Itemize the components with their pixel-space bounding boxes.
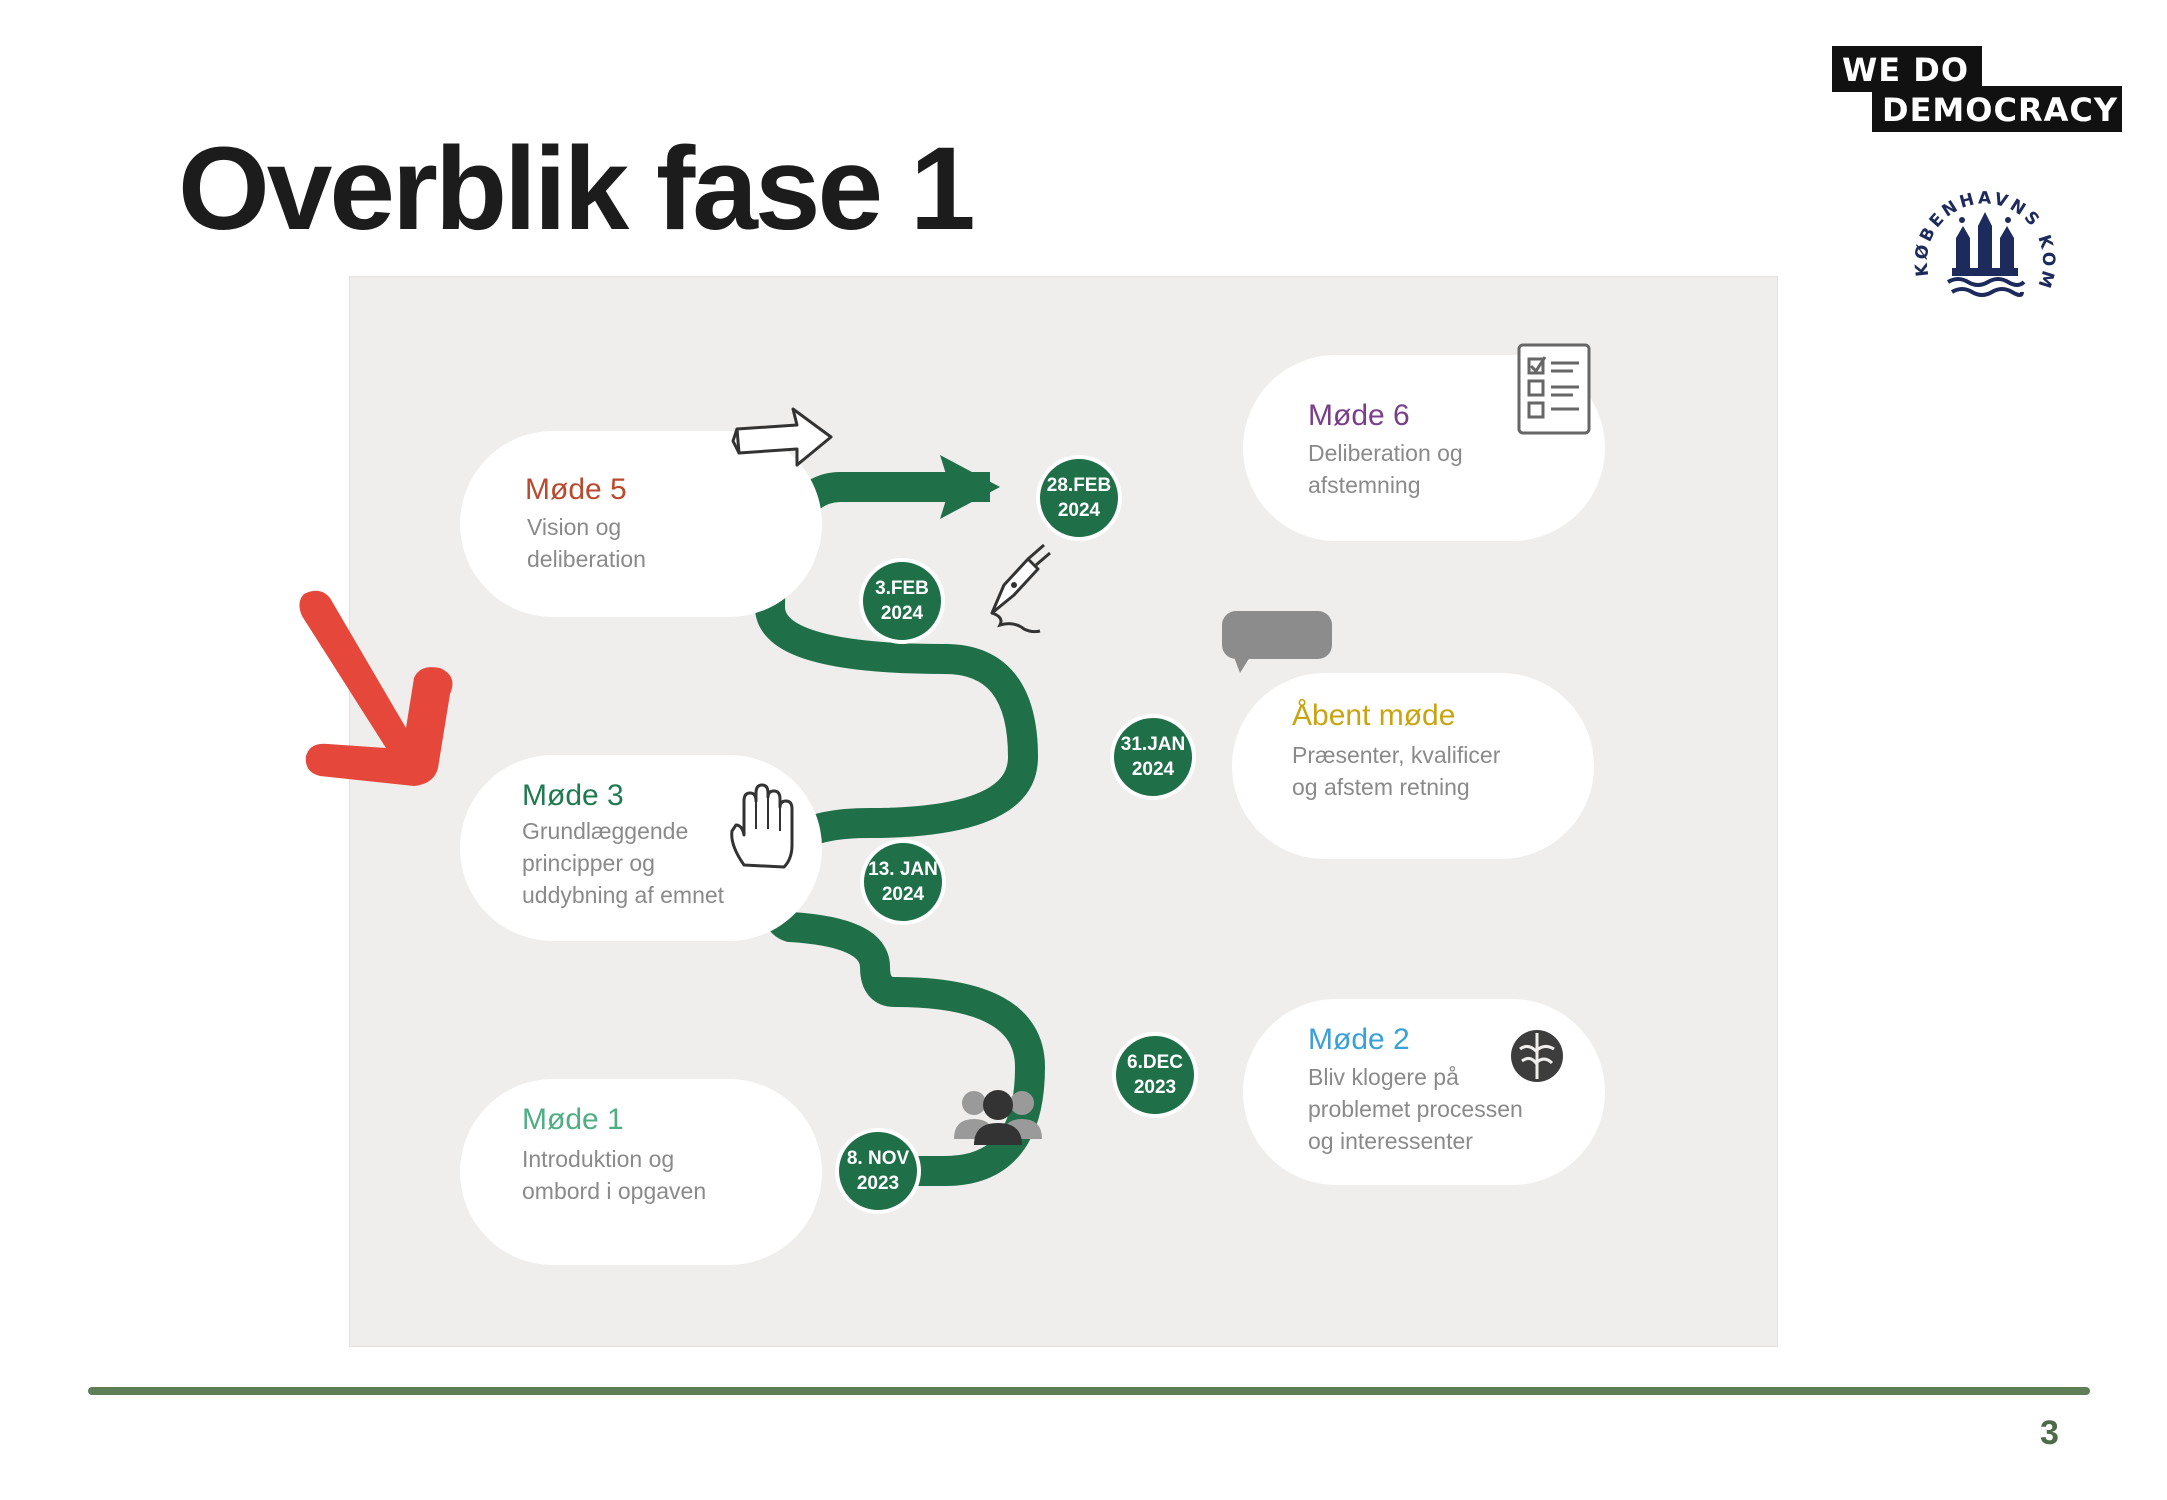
node-year: 2024 xyxy=(1057,500,1101,521)
timeline-node-8-nov: 8. NOV 2023 xyxy=(835,1128,921,1214)
speech-bubble-icon xyxy=(1222,611,1332,673)
card-desc: Introduktion og xyxy=(522,1146,675,1172)
timeline-path xyxy=(754,455,1046,1186)
footer-divider xyxy=(88,1387,2090,1395)
card-title: Åbent møde xyxy=(1292,699,1456,732)
page-number: 3 xyxy=(2040,1414,2059,1452)
city-seal-icon: KØBENHAVNS KOMMUNE xyxy=(1890,153,2055,297)
card-mode2: Møde 2 Bliv klogere på problemet process… xyxy=(1243,999,1605,1185)
node-date: 3.FEB xyxy=(875,578,929,599)
card-title: Møde 1 xyxy=(522,1103,624,1136)
node-date: 6.DEC xyxy=(1127,1052,1183,1073)
checklist-icon xyxy=(1517,343,1591,435)
brain-icon xyxy=(1511,1030,1563,1082)
card-desc: Bliv klogere på xyxy=(1308,1064,1459,1090)
logo-line-1: WE DO xyxy=(1832,46,1982,92)
node-date: 31.JAN xyxy=(1120,734,1186,755)
node-year: 2023 xyxy=(856,1173,900,1194)
timeline-node-3-feb: 3.FEB 2024 xyxy=(859,558,945,644)
node-date: 8. NOV xyxy=(846,1148,910,1169)
node-year: 2023 xyxy=(1133,1077,1177,1098)
raised-hand-icon xyxy=(730,783,794,869)
card-title: Møde 2 xyxy=(1308,1023,1410,1056)
card-abent-mode: Åbent møde Præsenter, kvalificer og afst… xyxy=(1232,673,1594,859)
card-mode5: Møde 5 Vision og deliberation xyxy=(460,431,822,617)
card-desc: Præsenter, kvalificer xyxy=(1292,742,1501,768)
node-date: 28.FEB xyxy=(1046,475,1112,496)
card-desc: problemet processen xyxy=(1308,1096,1523,1122)
card-desc: ombord i opgaven xyxy=(522,1178,707,1204)
node-date: 13. JAN xyxy=(868,859,938,880)
card-desc: afstemning xyxy=(1308,472,1421,498)
timeline-node-13-jan: 13. JAN 2024 xyxy=(860,839,946,925)
card-desc: uddybning af emnet xyxy=(522,882,725,908)
slide-title: Overblik fase 1 xyxy=(178,123,976,255)
card-desc: principper og xyxy=(522,850,655,876)
red-arrow-icon xyxy=(299,590,453,786)
node-year: 2024 xyxy=(880,603,924,624)
card-desc: Deliberation og xyxy=(1308,440,1463,466)
card-mode3: Møde 3 Grundlæggende principper og uddyb… xyxy=(460,755,822,941)
kobenhavns-kommune-seal: KØBENHAVNS KOMMUNE xyxy=(1890,153,2070,338)
logo-line-2: DEMOCRACY xyxy=(1872,86,2122,132)
timeline-node-28-feb: 28.FEB 2024 xyxy=(1036,455,1122,541)
card-title: Møde 5 xyxy=(525,473,627,506)
node-year: 2024 xyxy=(881,884,925,905)
card-mode1: Møde 1 Introduktion og ombord i opgaven xyxy=(460,1079,822,1265)
card-desc: Grundlæggende xyxy=(522,818,689,844)
card-desc: og interessenter xyxy=(1308,1128,1473,1154)
card-desc: deliberation xyxy=(527,546,646,572)
card-title: Møde 6 xyxy=(1308,399,1410,432)
card-desc: Vision og xyxy=(527,514,622,540)
arrow-right-sketch-icon xyxy=(731,407,833,467)
timeline-node-31-jan: 31.JAN 2024 xyxy=(1110,714,1196,800)
timeline-node-6-dec: 6.DEC 2023 xyxy=(1112,1032,1198,1118)
card-desc: og afstem retning xyxy=(1292,774,1470,800)
we-do-democracy-logo: WE DO DEMOCRACY xyxy=(1832,46,2122,134)
card-title: Møde 3 xyxy=(522,779,624,812)
people-group-icon xyxy=(954,1090,1042,1145)
node-year: 2024 xyxy=(1131,759,1175,780)
timeline-panel: Møde 5 Vision og deliberation Møde 6 Del… xyxy=(349,276,1778,1347)
fountain-pen-icon xyxy=(990,543,1051,634)
